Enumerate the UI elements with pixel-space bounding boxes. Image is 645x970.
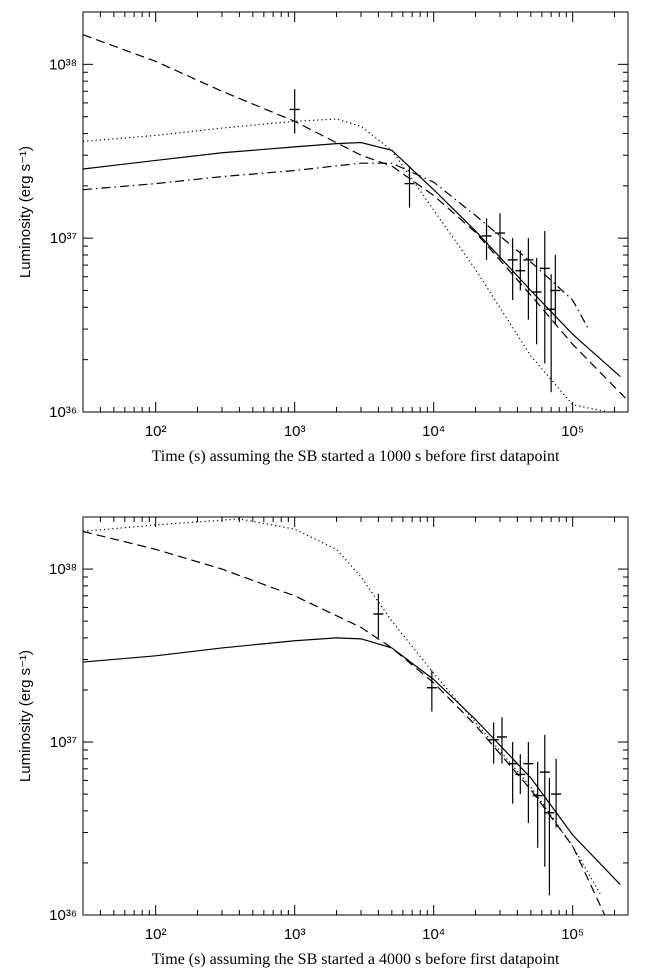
x-tick-label: 10²	[145, 926, 167, 943]
plot-frame	[82, 516, 629, 916]
curves	[83, 518, 621, 915]
curves	[83, 34, 626, 412]
y-tick-label: 10³⁷	[50, 230, 77, 247]
x-tick-label: 10⁴	[422, 423, 445, 440]
y-tick-label: 10³⁸	[49, 561, 77, 578]
x-tick-label: 10⁵	[561, 423, 584, 440]
model-curve	[83, 118, 609, 412]
y-tick-label: 10³⁸	[49, 56, 77, 73]
model-curve	[83, 637, 621, 885]
x-axis-label: Time (s) assuming the SB started a 1000 …	[152, 448, 560, 465]
x-axis-label: Time (s) assuming the SB started a 4000 …	[152, 951, 560, 968]
y-tick-label: 10³⁶	[49, 404, 77, 421]
y-axis-label: Luminosity (erg s⁻¹)	[17, 650, 34, 782]
x-tick-label: 10⁴	[422, 926, 445, 943]
model-curve	[83, 141, 621, 377]
y-tick-label: 10³⁷	[50, 734, 77, 751]
model-curve	[83, 518, 602, 896]
x-tick-label: 10²	[145, 423, 167, 440]
model-curve	[83, 530, 606, 915]
plot-frame	[82, 11, 629, 413]
x-tick-label: 10³	[284, 423, 306, 440]
y-axis-label: Luminosity (erg s⁻¹)	[17, 146, 34, 278]
panel: 10² 10³ 10⁴ 10⁵ 10³⁶ 10³⁷ 10³⁸ Time (s) assumin…	[17, 516, 629, 968]
x-tick-label: 10⁵	[561, 926, 584, 943]
y-tick-label: 10³⁶	[49, 907, 77, 924]
model-curve	[83, 34, 626, 399]
panel: 10² 10³ 10⁴ 10⁵ 10³⁶ 10³⁷ 10³⁸ Time (s) assumin…	[17, 11, 629, 465]
x-tick-label: 10³	[284, 926, 306, 943]
